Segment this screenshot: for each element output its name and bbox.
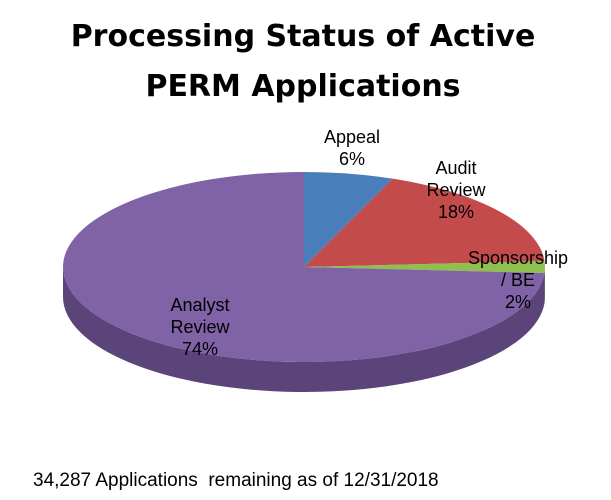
pie-tops: [63, 172, 545, 362]
slice-label-appeal: Appeal 6%: [324, 127, 380, 169]
slice-label-sponsorship-be: Sponsorship / BE 2%: [468, 248, 568, 312]
slice-label-analyst-review: Analyst Review 74%: [170, 295, 230, 359]
pie-slice-appeal: [304, 172, 393, 267]
pie-labels: Appeal 6% Audit Review 18% Sponsorship / BE 2% A…: [170, 127, 568, 359]
chart-title-line-2: PERM Applications: [145, 69, 460, 104]
pie-slice-audit-review: [304, 178, 545, 267]
pie-side-analyst-review: [63, 267, 545, 392]
pie-slice-sponsorship-be: [304, 261, 545, 273]
pie-slice-analyst-review: [63, 172, 545, 362]
pie-sides: [63, 267, 545, 392]
chart-footnote: 34,287 Applications remaining as of 12/3…: [33, 470, 439, 491]
slice-label-audit-review: Audit Review 18%: [426, 158, 486, 222]
chart-title-line-1: Processing Status of Active: [71, 19, 536, 54]
